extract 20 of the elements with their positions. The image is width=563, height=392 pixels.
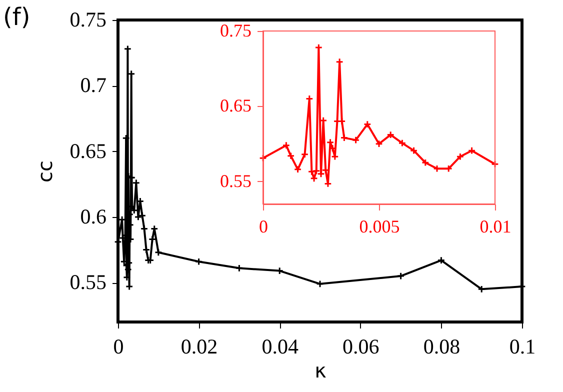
x-axis-title: κ — [314, 358, 327, 382]
x-tick-label: 0.01 — [480, 216, 512, 236]
y-tick-label: 0.6 — [80, 204, 106, 228]
y-tick-label: 0.55 — [220, 170, 252, 191]
x-tick-label: 0.08 — [423, 334, 460, 358]
y-tick-label: 0.75 — [70, 8, 106, 32]
y-tick-label: 0.65 — [220, 96, 252, 116]
x-tick-label: 0 — [259, 216, 268, 236]
x-tick-label: 0.1 — [509, 334, 536, 358]
x-tick-label: 0 — [113, 334, 124, 358]
y-tick-label: 0.65 — [70, 138, 106, 163]
y-tick-label: 0.7 — [80, 73, 106, 98]
x-tick-label: 0.005 — [359, 216, 400, 236]
y-tick-label: 0.55 — [70, 270, 106, 294]
text: (f) — [3, 3, 30, 31]
y-tick-label: 0.75 — [220, 20, 252, 40]
x-tick-label: 0.06 — [342, 334, 380, 358]
y-axis-title: cc — [32, 160, 57, 182]
x-tick-label: 0.02 — [180, 334, 218, 358]
x-tick-label: 0.04 — [262, 334, 299, 358]
